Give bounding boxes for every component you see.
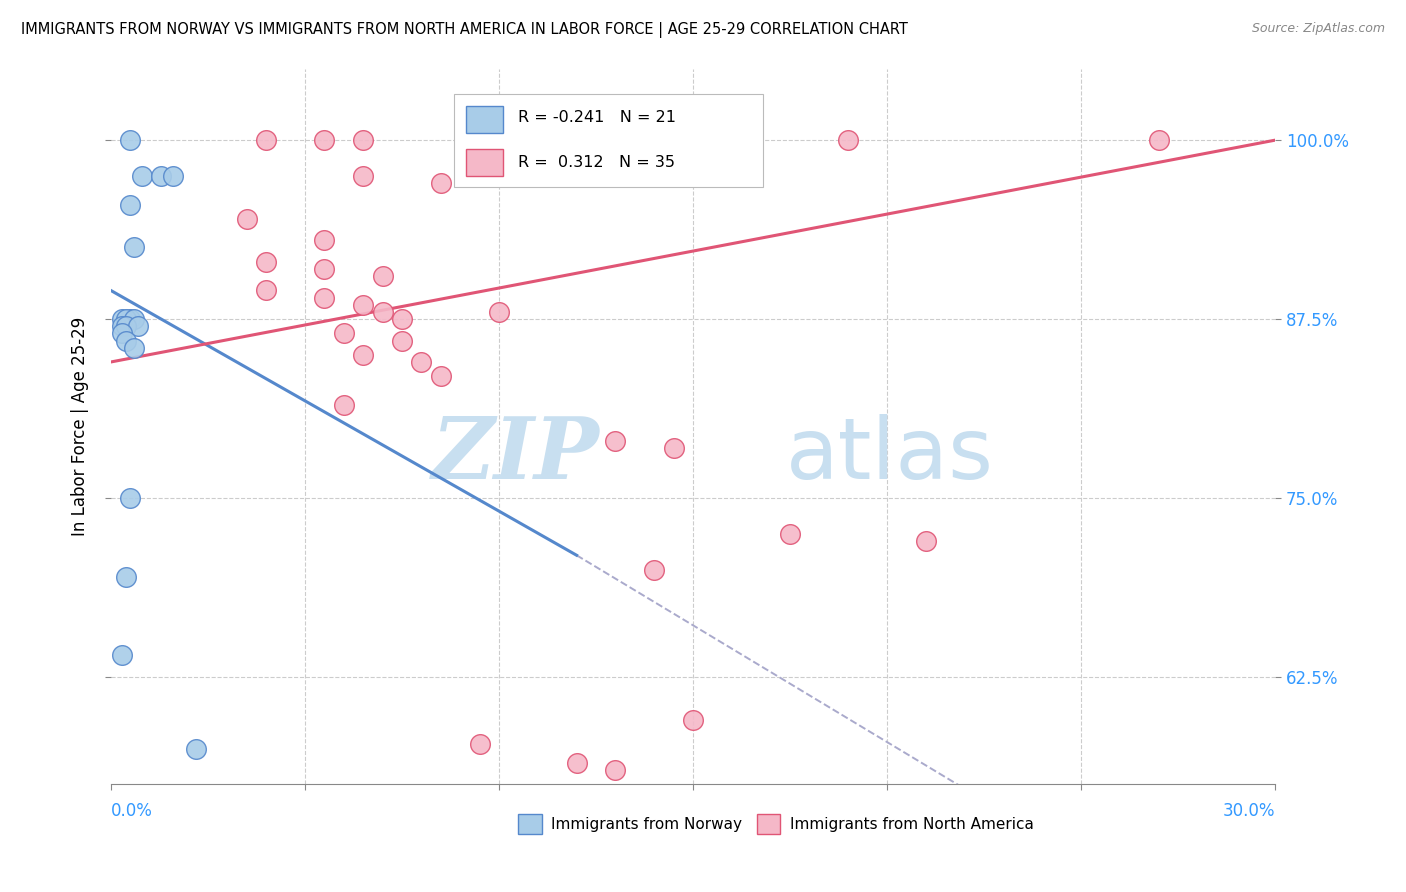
Bar <box>519 814 541 834</box>
Point <box>352 348 374 362</box>
Point <box>115 312 138 326</box>
Point <box>391 312 413 326</box>
Point <box>115 334 138 348</box>
Point <box>662 441 685 455</box>
Point <box>565 133 588 147</box>
Point <box>682 713 704 727</box>
Bar <box>465 106 503 133</box>
Point <box>254 254 277 268</box>
Point <box>127 319 149 334</box>
Text: R =  0.312   N = 35: R = 0.312 N = 35 <box>519 155 675 169</box>
Point <box>352 133 374 147</box>
Point <box>314 291 336 305</box>
Point <box>150 169 173 183</box>
Point <box>915 533 938 548</box>
Point <box>122 240 145 254</box>
Bar <box>465 149 503 176</box>
Point <box>411 355 433 369</box>
Point <box>1147 133 1170 147</box>
Point <box>111 319 134 334</box>
Point <box>837 133 859 147</box>
Text: Immigrants from Norway: Immigrants from Norway <box>551 817 742 832</box>
Point <box>605 434 627 448</box>
Point <box>314 133 336 147</box>
Point <box>115 319 138 334</box>
Point <box>254 284 277 298</box>
Text: Immigrants from North America: Immigrants from North America <box>790 817 1033 832</box>
Point <box>120 312 142 326</box>
Point <box>120 197 142 211</box>
Point <box>371 269 394 284</box>
Point <box>565 756 588 770</box>
Text: 30.0%: 30.0% <box>1223 802 1275 820</box>
Point <box>391 334 413 348</box>
Point <box>429 176 451 190</box>
Point <box>468 737 491 751</box>
Y-axis label: In Labor Force | Age 25-29: In Labor Force | Age 25-29 <box>72 317 89 536</box>
Text: IMMIGRANTS FROM NORWAY VS IMMIGRANTS FROM NORTH AMERICA IN LABOR FORCE | AGE 25-: IMMIGRANTS FROM NORWAY VS IMMIGRANTS FRO… <box>21 22 908 38</box>
Point <box>235 211 257 226</box>
Point <box>332 398 354 412</box>
Text: atlas: atlas <box>786 414 994 497</box>
Point <box>111 312 134 326</box>
Point <box>111 648 134 663</box>
Point <box>779 526 801 541</box>
Point <box>111 326 134 341</box>
Text: Source: ZipAtlas.com: Source: ZipAtlas.com <box>1251 22 1385 36</box>
Point <box>162 169 184 183</box>
Point <box>488 305 510 319</box>
Point <box>624 133 647 147</box>
Bar <box>758 814 780 834</box>
Point <box>314 262 336 277</box>
Point <box>122 312 145 326</box>
Point <box>643 563 665 577</box>
Point <box>122 341 145 355</box>
Point <box>352 169 374 183</box>
Point <box>314 233 336 247</box>
Text: 0.0%: 0.0% <box>111 802 153 820</box>
Point <box>371 305 394 319</box>
Text: ZIP: ZIP <box>432 413 600 497</box>
Point <box>332 326 354 341</box>
Point <box>254 133 277 147</box>
Point <box>186 741 208 756</box>
Point <box>131 169 153 183</box>
Point <box>352 298 374 312</box>
FancyBboxPatch shape <box>454 94 763 186</box>
Point <box>429 369 451 384</box>
Text: R = -0.241   N = 21: R = -0.241 N = 21 <box>519 110 676 125</box>
Point <box>605 763 627 777</box>
Point <box>115 570 138 584</box>
Point <box>120 133 142 147</box>
Point <box>120 491 142 505</box>
